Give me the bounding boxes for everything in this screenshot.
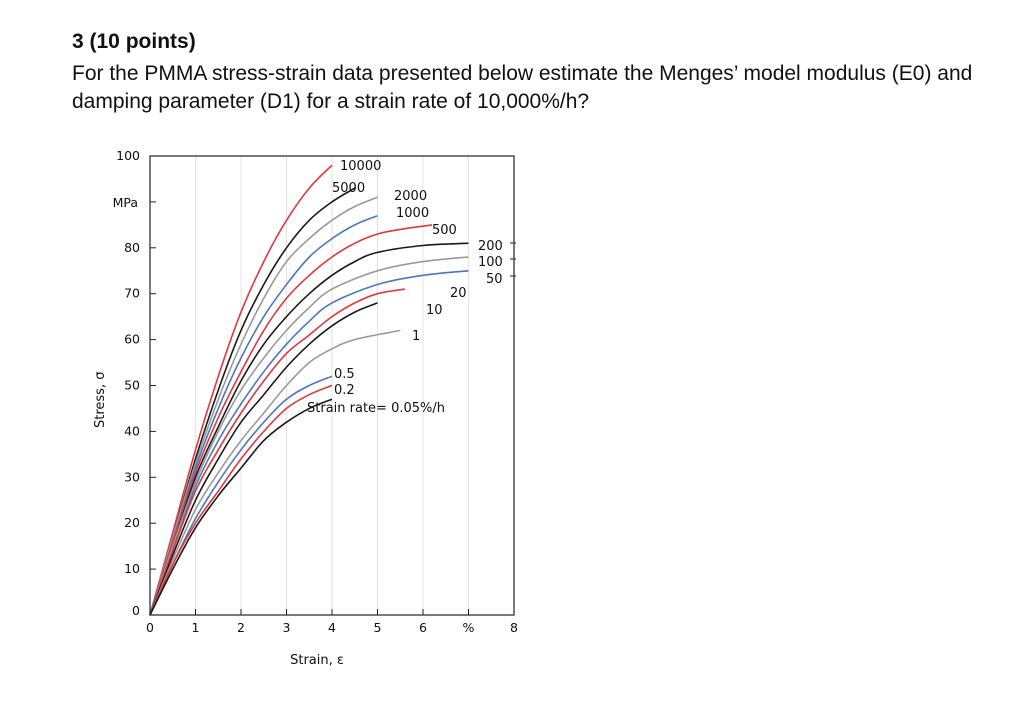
x-tick-label: 8 <box>510 620 518 635</box>
question-number: 3 (10 points) <box>72 30 196 53</box>
curve-label-5000: 5000 <box>332 181 365 196</box>
curve-label-20: 20 <box>450 286 467 301</box>
y-tick-label: 0 <box>132 603 140 618</box>
curve-label-50: 50 <box>486 272 503 287</box>
y-tick-label: 30 <box>124 469 140 484</box>
y-tick-label: 40 <box>124 423 140 438</box>
curve-label-200: 200 <box>478 239 503 254</box>
y-tick-label: 100 <box>116 148 140 163</box>
curve-label-500: 500 <box>432 223 457 238</box>
curve-rate-20 <box>149 288 405 616</box>
curve-label-10: 10 <box>426 303 443 318</box>
y-axis-label: Stress, σ <box>93 372 108 428</box>
curve-label-100: 100 <box>478 255 503 270</box>
y-tick-label: 20 <box>124 515 140 530</box>
y-tick-label: 80 <box>124 240 140 255</box>
curve-rate-1 <box>149 329 401 616</box>
x-tick-label: 6 <box>419 620 427 635</box>
x-tick-label: % <box>463 620 475 635</box>
curve-rate-0_05 <box>149 398 333 616</box>
strain-rate-caption: Strain rate= 0.05%/h <box>307 401 445 416</box>
curve-rate-500 <box>149 224 433 616</box>
curve-label-2000: 2000 <box>394 189 427 204</box>
curve-rate-10 <box>149 302 378 616</box>
x-tick-label: 5 <box>374 620 382 635</box>
curve-rate-100 <box>149 256 469 616</box>
curve-rate-0_2 <box>149 384 333 616</box>
x-tick-label: 1 <box>192 620 200 635</box>
curve-label-0_2: 0.2 <box>334 383 355 398</box>
curve-rate-50 <box>149 270 469 616</box>
curve-rate-10000 <box>149 164 333 616</box>
curve-rate-200 <box>149 242 469 616</box>
y-tick-label: 60 <box>124 332 140 347</box>
x-tick-label: 0 <box>146 620 154 635</box>
x-tick-label: 2 <box>237 620 245 635</box>
x-tick-label: 3 <box>283 620 291 635</box>
y-axis-unit: MPa <box>113 195 138 210</box>
curves <box>149 164 469 616</box>
curve-label-0_5: 0.5 <box>334 367 355 382</box>
x-axis-label: Strain, ε <box>290 653 344 668</box>
curve-label-10000: 10000 <box>340 159 381 174</box>
curve-label-1: 1 <box>412 329 420 344</box>
curve-label-1000: 1000 <box>396 206 429 221</box>
curve-rate-2000 <box>149 196 378 616</box>
y-tick-label: 50 <box>124 378 140 393</box>
x-tick-label: 4 <box>328 620 336 635</box>
question-text: For the PMMA stress-strain data presente… <box>72 62 973 113</box>
y-tick-label: 10 <box>124 561 140 576</box>
y-tick-label: 70 <box>124 286 140 301</box>
